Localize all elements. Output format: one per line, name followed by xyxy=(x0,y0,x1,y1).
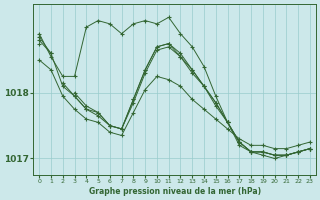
X-axis label: Graphe pression niveau de la mer (hPa): Graphe pression niveau de la mer (hPa) xyxy=(89,187,261,196)
